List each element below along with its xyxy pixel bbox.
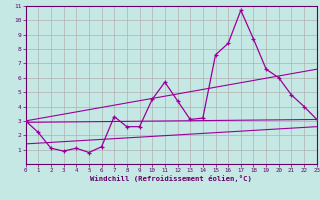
- X-axis label: Windchill (Refroidissement éolien,°C): Windchill (Refroidissement éolien,°C): [90, 175, 252, 182]
